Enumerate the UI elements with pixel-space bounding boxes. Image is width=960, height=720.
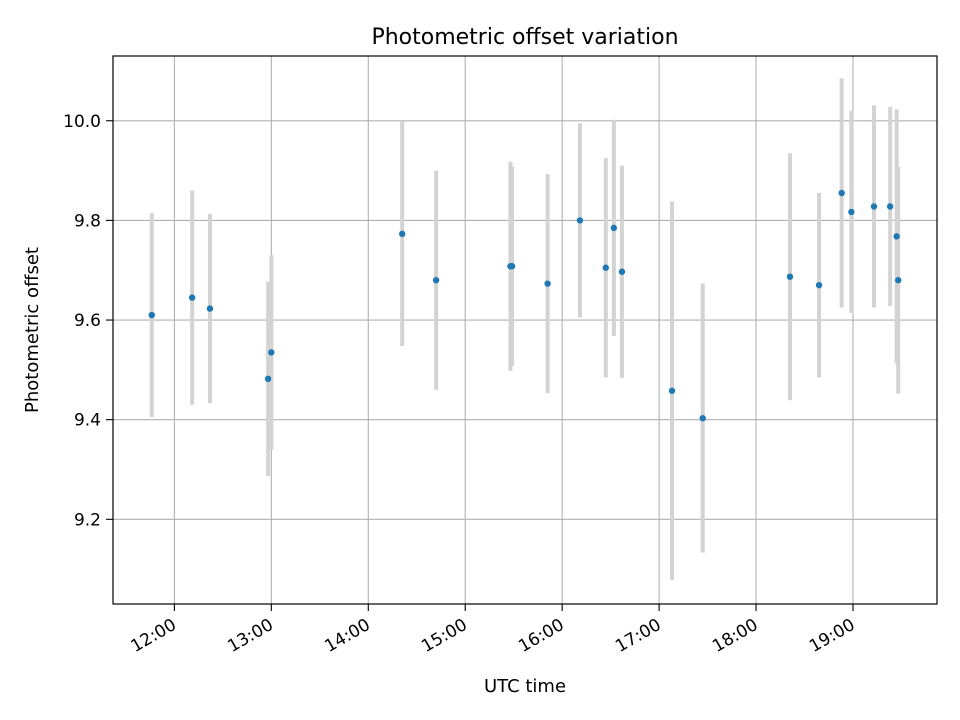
data-point xyxy=(576,217,584,224)
chart-title: Photometric offset variation xyxy=(371,25,678,50)
data-point xyxy=(668,387,676,394)
data-point xyxy=(870,203,878,210)
data-point xyxy=(699,414,706,422)
data-point xyxy=(148,311,155,319)
y-tick-label: 9.4 xyxy=(74,411,101,431)
data-point xyxy=(786,273,794,280)
data-point xyxy=(618,268,626,275)
data-point xyxy=(893,233,900,240)
y-tick-label: 10.0 xyxy=(63,112,101,132)
data-point xyxy=(815,281,823,289)
data-point xyxy=(264,375,272,383)
data-point xyxy=(848,208,855,216)
y-tick-label: 9.8 xyxy=(74,211,101,231)
y-tick-label: 9.6 xyxy=(74,311,101,331)
grid xyxy=(113,56,937,604)
data-point xyxy=(886,203,894,210)
data-point xyxy=(206,305,214,312)
y-tick-label: 9.2 xyxy=(74,510,101,530)
data-point xyxy=(610,224,618,232)
data-point xyxy=(188,294,196,301)
data-point xyxy=(399,230,406,238)
y-axis-ticks: 9.2 9.4 9.6 9.8 10.0 xyxy=(63,112,113,530)
data-point xyxy=(544,280,551,287)
plot-frame xyxy=(112,55,938,605)
y-axis-label: Photometric offset xyxy=(22,247,43,413)
data-point xyxy=(432,276,440,284)
data-points xyxy=(148,189,902,422)
data-point xyxy=(602,264,609,271)
data-point xyxy=(508,263,516,270)
data-point xyxy=(838,189,845,197)
data-point xyxy=(268,349,275,356)
data-point xyxy=(895,276,902,284)
x-axis-label: UTC time xyxy=(484,676,566,697)
